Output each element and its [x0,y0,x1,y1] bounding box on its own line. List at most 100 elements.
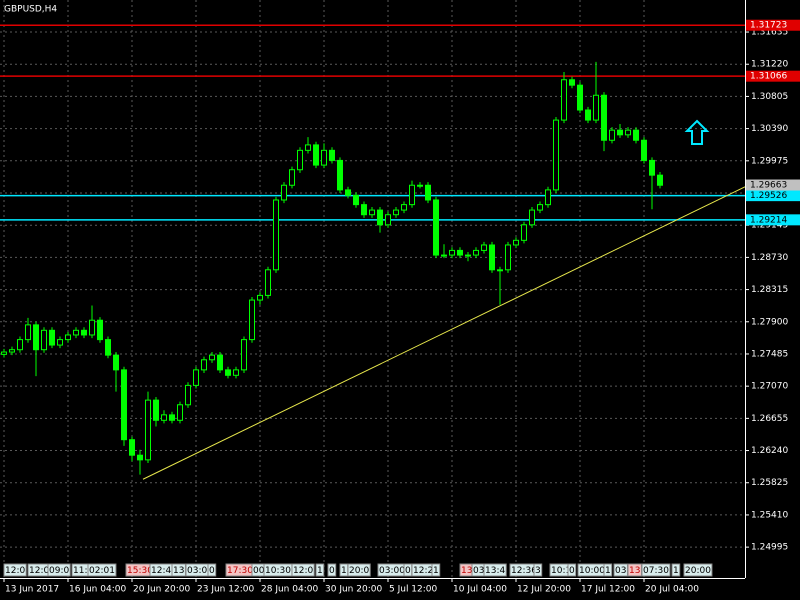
event-box [291,563,315,577]
chart-title: GBPUSD,H4 [4,5,57,15]
candle-body [481,244,487,251]
candle-body [513,239,519,246]
event-box [603,563,613,577]
y-tick-label: 1.28315 [751,285,788,295]
candle-body [329,149,335,161]
price-box [746,70,800,82]
candle-body [385,214,391,226]
candle-body [441,254,447,257]
event-label: 13 [629,566,640,576]
event-box [315,563,325,577]
x-tick-label: 30 Jun 20:00 [325,585,382,595]
candle-body [193,369,199,386]
event-label: 1 [317,566,323,576]
event-label: 02:01 [89,566,115,576]
event-box [171,563,186,577]
event-box [327,563,337,577]
candle-body [33,324,39,351]
event-label: 20:00 [685,566,711,576]
event-label: 12:36 [511,566,537,576]
candle-body [169,414,175,421]
candle-body [545,189,551,206]
event-label: 12:0 [293,566,313,576]
price-box [746,214,800,226]
candle-body [521,224,527,241]
candle-body [409,184,415,206]
candle-body [17,339,23,351]
event-label: 1 [673,566,679,576]
event-label: 15:30 [127,566,153,576]
event-label: 11:0 [73,566,93,576]
y-tick-label: 1.31220 [751,60,788,70]
candle-body [529,209,535,226]
candle-body [297,149,303,171]
event-label: 13:4 [485,566,505,576]
candle-body [41,329,47,351]
event-label: 3 [535,566,541,576]
candle-body [129,439,135,456]
candle-body [121,369,127,441]
event-label: 12:40 [151,566,177,576]
price-box-label: 1.31066 [750,72,787,82]
candle-body [25,324,31,341]
event-label: 03 [615,566,626,576]
candle-body [577,84,583,111]
candle-body [569,79,575,86]
x-tick-label: 5 Jul 12:00 [389,585,438,595]
event-box [567,563,577,577]
candle-body [537,204,543,211]
event-label: 0 [569,566,575,576]
candle-body [185,384,191,406]
candle-body [209,354,215,361]
candle-body [497,269,503,272]
price-box [746,179,800,191]
candle-body [321,149,327,166]
candle-body [353,194,359,206]
candle-body [601,94,607,141]
candle-body [377,209,383,226]
y-tick-label: 1.25410 [751,510,788,520]
candle-body [73,329,79,336]
y-tick-label: 1.26240 [751,446,788,456]
event-label: 03:00 [379,566,405,576]
x-tick-label: 17 Jul 12:00 [581,585,635,595]
price-box-label: 1.31723 [750,21,787,31]
event-label: 12:0 [29,566,49,576]
candle-body [153,399,159,421]
trend-line [142,186,746,480]
event-label: 12:0 [5,566,25,576]
candle-body [49,329,55,346]
candle-body [433,199,439,256]
y-tick-label: 1.29145 [751,221,788,231]
candle-body [225,369,231,376]
y-tick-label: 1.24995 [751,543,788,553]
event-label: 13 [461,566,472,576]
candle-body [369,209,375,216]
event-label: 0 [209,566,215,576]
event-box [3,563,27,577]
candle-body [233,369,239,376]
event-box [613,563,628,577]
candle-body [337,159,343,191]
y-tick-label: 1.29975 [751,156,788,166]
price-box-label: 1.29526 [750,191,787,201]
candle-body [113,354,119,371]
event-label: 1 [605,566,611,576]
candle-body [145,399,151,461]
event-box [347,563,371,577]
event-box [683,563,713,577]
price-box [746,190,800,202]
event-label: 0 [329,566,335,576]
candle-body [161,414,167,421]
y-tick-label: 1.27900 [751,317,788,327]
x-tick-label: 16 Jun 04:00 [69,585,126,595]
buy-arrow [684,119,710,145]
event-box [627,563,642,577]
candle-body [641,139,647,161]
event-label: 00 [253,566,265,576]
x-tick-label: 10 Jul 04:00 [453,585,507,595]
candle-body [1,351,7,355]
candle-body [345,189,351,196]
x-tick-label: 20 Jul 04:00 [645,585,699,595]
